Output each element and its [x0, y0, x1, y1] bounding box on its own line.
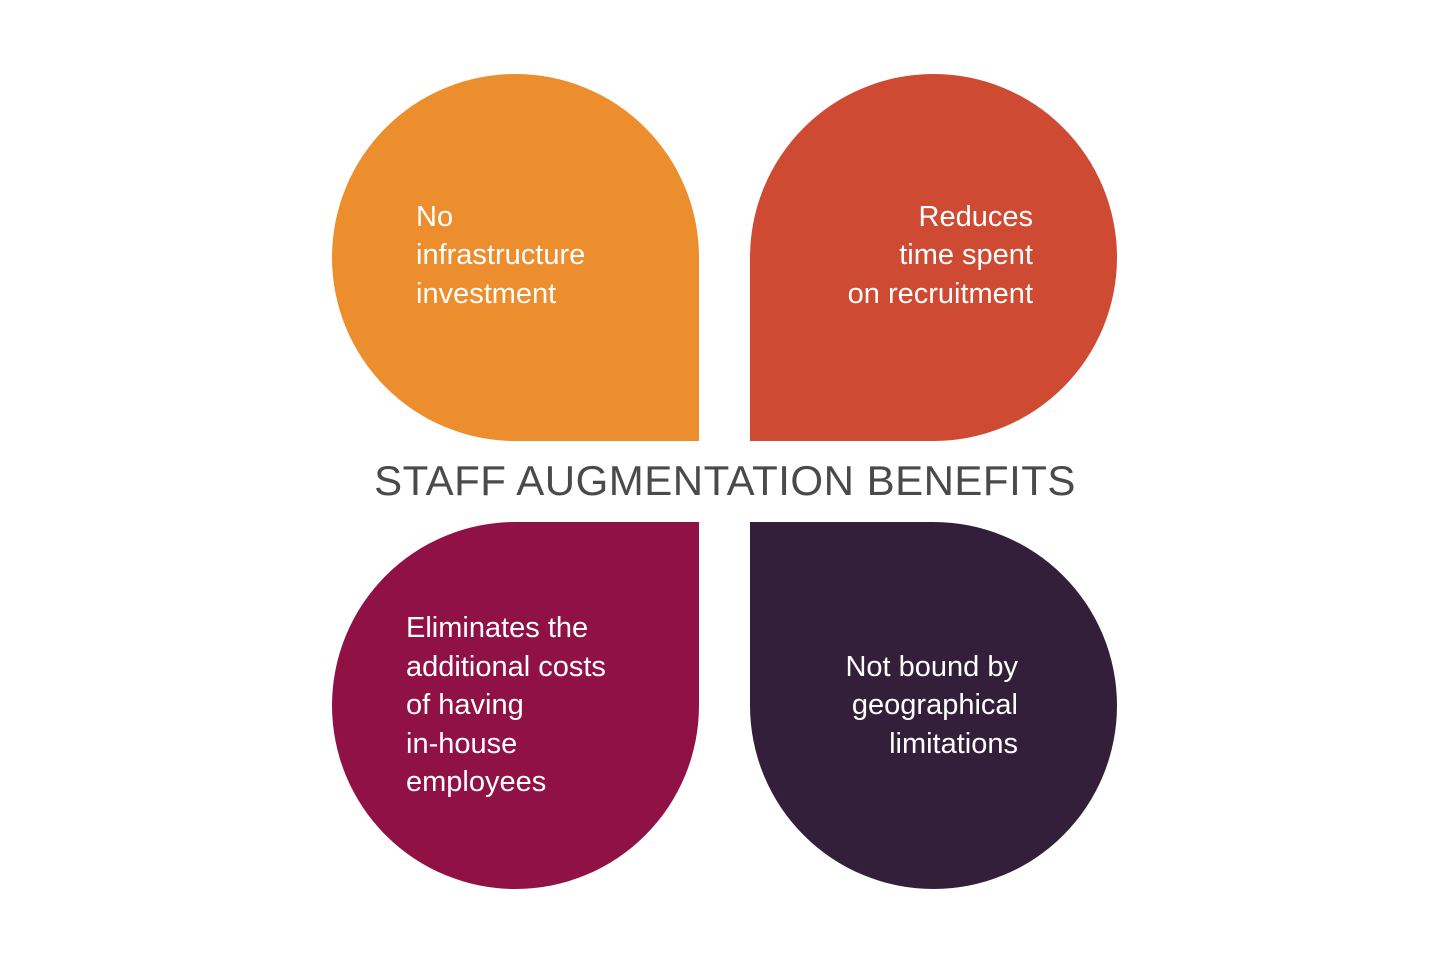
benefit-text-line: limitations	[889, 727, 1018, 760]
benefit-text-line: in-house	[406, 727, 518, 760]
benefit-text-line: on recruitment	[847, 277, 1033, 310]
benefit-text-line: additional costs	[406, 650, 606, 683]
diagram-title: STAFF AUGMENTATION BENEFITS	[374, 457, 1076, 504]
benefit-text-line: time spent	[899, 239, 1033, 272]
benefit-text-line: No	[416, 200, 454, 233]
benefit-text-line: Eliminates the	[406, 612, 589, 645]
benefit-petal-no-infrastructure: No infrastructure investment	[332, 74, 699, 441]
benefit-petal-not-geo-bound: Not bound by geographical limitations	[750, 522, 1117, 889]
benefit-petal-reduces-recruitment-time: Reduces time spent on recruitment	[750, 74, 1117, 441]
benefit-text-line: infrastructure	[416, 239, 586, 272]
benefit-text-line: employees	[406, 766, 547, 799]
benefit-text-line: geographical	[851, 689, 1018, 722]
benefit-text-line: investment	[416, 277, 557, 310]
benefit-text-line: Not bound by	[845, 650, 1018, 683]
benefit-petal-eliminates-costs: Eliminates the additional costs of havin…	[332, 522, 699, 889]
benefit-text-line: Reduces	[918, 200, 1033, 233]
benefit-text-line: of having	[406, 689, 524, 722]
